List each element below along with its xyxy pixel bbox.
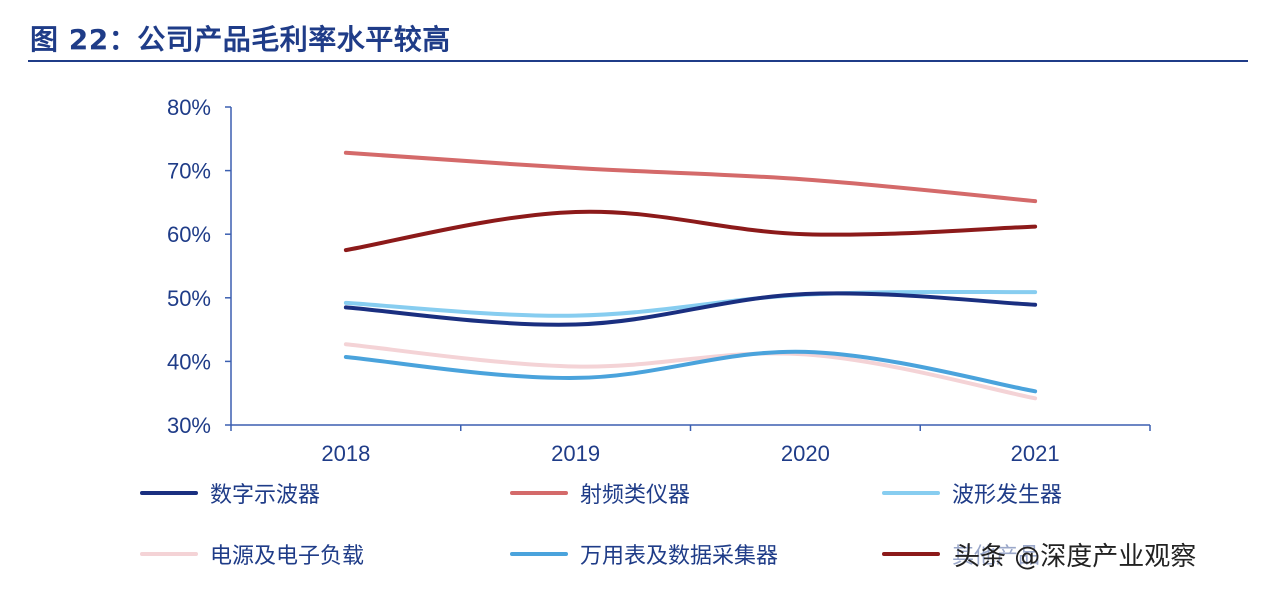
chart-tick-labels: 30% 40% 50% 60% 70% 80% 2018 2019 2020 2021 bbox=[167, 95, 1060, 466]
series-line-5 bbox=[343, 349, 1038, 394]
x-tick-label: 2018 bbox=[321, 441, 370, 466]
chart-axes bbox=[225, 106, 1151, 431]
watermark: 头条 @深度产业观察 bbox=[950, 536, 1201, 573]
y-tick-label: 60% bbox=[167, 222, 211, 247]
y-tick-label: 30% bbox=[167, 413, 211, 438]
series-line-3 bbox=[343, 289, 1038, 318]
chart-series bbox=[343, 150, 1038, 401]
series-line-1 bbox=[343, 291, 1038, 327]
x-tick-label: 2021 bbox=[1011, 441, 1060, 466]
y-tick-label: 70% bbox=[167, 159, 211, 184]
series-line-6 bbox=[343, 209, 1038, 253]
x-tick-label: 2019 bbox=[551, 441, 600, 466]
series-line-4 bbox=[343, 342, 1038, 401]
chart-title: 图 22：公司产品毛利率水平较高 bbox=[30, 23, 451, 56]
x-tick-label: 2020 bbox=[781, 441, 830, 466]
y-tick-label: 50% bbox=[167, 286, 211, 311]
title-divider bbox=[28, 60, 1248, 62]
y-tick-label: 80% bbox=[167, 95, 211, 120]
y-tick-label: 40% bbox=[167, 349, 211, 374]
series-line-2 bbox=[343, 150, 1038, 204]
